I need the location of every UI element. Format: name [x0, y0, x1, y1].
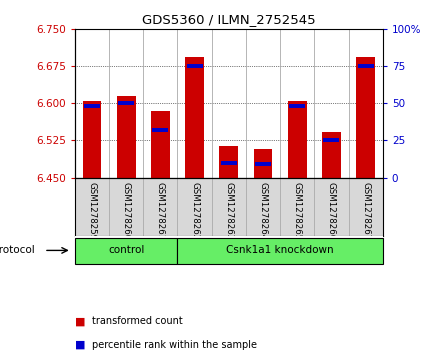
Bar: [117, 96, 136, 178]
Bar: [356, 57, 375, 178]
Text: protocol: protocol: [0, 245, 35, 256]
FancyBboxPatch shape: [75, 238, 177, 264]
Bar: [221, 161, 237, 165]
Bar: [187, 64, 202, 68]
Bar: [220, 146, 238, 178]
Bar: [83, 101, 101, 178]
Text: GSM1278266: GSM1278266: [327, 182, 336, 240]
Text: GSM1278265: GSM1278265: [293, 182, 302, 240]
Bar: [185, 57, 204, 178]
Text: GSM1278264: GSM1278264: [259, 182, 268, 240]
Text: Csnk1a1 knockdown: Csnk1a1 knockdown: [226, 245, 334, 256]
FancyBboxPatch shape: [177, 238, 383, 264]
Text: control: control: [108, 245, 144, 256]
Bar: [289, 104, 305, 108]
Text: GSM1278263: GSM1278263: [224, 182, 233, 240]
Text: GSM1278260: GSM1278260: [121, 182, 131, 240]
Text: GSM1278267: GSM1278267: [361, 182, 370, 240]
Bar: [358, 64, 374, 68]
Text: transformed count: transformed count: [92, 316, 183, 326]
Text: GSM1278259: GSM1278259: [88, 182, 96, 240]
Text: ■: ■: [75, 316, 85, 326]
Bar: [152, 128, 169, 132]
Bar: [255, 162, 271, 166]
Bar: [84, 104, 100, 108]
Text: ■: ■: [75, 340, 85, 350]
Bar: [253, 149, 272, 178]
Text: GSM1278261: GSM1278261: [156, 182, 165, 240]
Bar: [322, 132, 341, 178]
Bar: [118, 101, 134, 105]
Text: GSM1278262: GSM1278262: [190, 182, 199, 240]
Bar: [323, 138, 340, 142]
Bar: [288, 101, 307, 178]
Bar: [151, 111, 170, 178]
Text: percentile rank within the sample: percentile rank within the sample: [92, 340, 257, 350]
Title: GDS5360 / ILMN_2752545: GDS5360 / ILMN_2752545: [142, 13, 315, 26]
